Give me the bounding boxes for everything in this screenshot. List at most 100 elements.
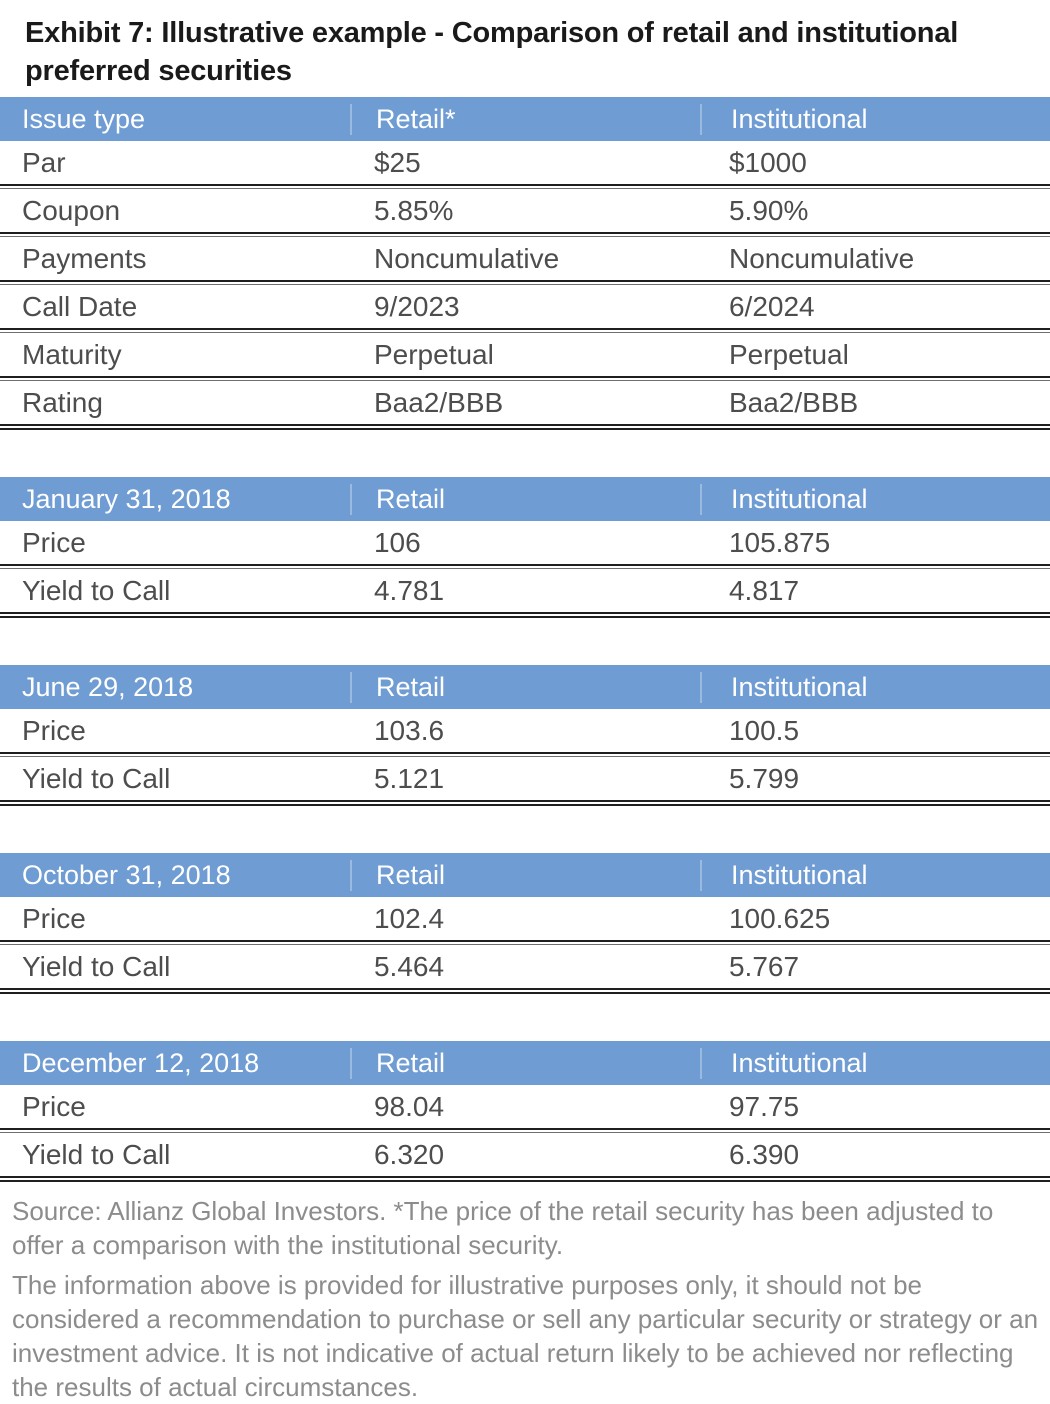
row-label: Rating [22, 386, 103, 418]
row-label: Yield to Call [22, 950, 171, 982]
december-table-header: December 12, 2018 Retail Institutional [0, 1041, 1050, 1085]
table-row-price: Price 98.04 97.75 [0, 1085, 1050, 1128]
row-divider [0, 232, 1050, 237]
institutional-value: 6/2024 [728, 290, 815, 322]
row-label: Yield to Call [22, 762, 171, 794]
institutional-value: Noncumulative [728, 242, 915, 274]
table-row-yield-to-call: Yield to Call 5.464 5.767 [0, 945, 1050, 988]
june-table-header: June 29, 2018 Retail Institutional [0, 665, 1050, 709]
issue-type-table: Issue type Retail* Institutional Par $25… [0, 97, 1050, 430]
column-header-date: October 31, 2018 [22, 859, 231, 890]
retail-value: Perpetual [373, 338, 494, 370]
table-row-call-date: Call Date 9/2023 6/2024 [0, 285, 1050, 328]
footnotes: Source: Allianz Global Investors. *The p… [0, 1194, 1050, 1404]
row-label: Yield to Call [22, 1138, 171, 1170]
table-row-maturity: Maturity Perpetual Perpetual [0, 333, 1050, 376]
column-header-institutional: Institutional [699, 671, 1050, 703]
institutional-value: 5.90% [728, 194, 809, 226]
retail-value: 5.464 [373, 950, 445, 982]
column-header-date: January 31, 2018 [22, 483, 231, 514]
institutional-value: $1000 [728, 146, 807, 178]
institutional-value: 105.875 [728, 526, 831, 558]
row-divider [0, 752, 1050, 757]
column-header-issue-type: Issue type [22, 103, 146, 134]
institutional-value: 4.817 [728, 574, 800, 606]
row-divider [0, 280, 1050, 285]
row-divider [0, 940, 1050, 945]
table-row-coupon: Coupon 5.85% 5.90% [0, 189, 1050, 232]
row-divider [0, 564, 1050, 569]
december-12-2018-table: December 12, 2018 Retail Institutional P… [0, 1041, 1050, 1182]
retail-value: 6.320 [373, 1138, 445, 1170]
row-label: Yield to Call [22, 574, 171, 606]
row-divider [0, 1128, 1050, 1133]
table-bottom-border [0, 424, 1050, 430]
row-divider [0, 184, 1050, 189]
table-bottom-border [0, 800, 1050, 806]
january-table-header: January 31, 2018 Retail Institutional [0, 477, 1050, 521]
row-label: Payments [22, 242, 147, 274]
column-header-retail: Retail [349, 671, 700, 703]
row-label: Price [22, 526, 86, 558]
table-row-yield-to-call: Yield to Call 4.781 4.817 [0, 569, 1050, 612]
retail-value: Noncumulative [373, 242, 560, 274]
retail-value: 4.781 [373, 574, 445, 606]
institutional-value: Baa2/BBB [728, 386, 859, 418]
table-row-price: Price 102.4 100.625 [0, 897, 1050, 940]
column-header-retail: Retail [349, 483, 700, 515]
column-header-date: December 12, 2018 [22, 1047, 260, 1078]
source-note: Source: Allianz Global Investors. *The p… [12, 1196, 994, 1260]
table-row-price: Price 106 105.875 [0, 521, 1050, 564]
retail-value: 102.4 [373, 902, 445, 934]
retail-value: 106 [373, 526, 421, 558]
column-header-retail: Retail [349, 859, 700, 891]
row-label: Call Date [22, 290, 138, 322]
table-bottom-border [0, 612, 1050, 618]
row-label: Maturity [22, 338, 122, 370]
row-label: Price [22, 1090, 86, 1122]
row-divider [0, 328, 1050, 333]
column-header-institutional: Institutional [699, 483, 1050, 515]
june-29-2018-table: June 29, 2018 Retail Institutional Price… [0, 665, 1050, 806]
retail-value: $25 [373, 146, 421, 178]
table-row-rating: Rating Baa2/BBB Baa2/BBB [0, 381, 1050, 424]
january-31-2018-table: January 31, 2018 Retail Institutional Pr… [0, 477, 1050, 618]
institutional-value: 5.767 [728, 950, 800, 982]
row-divider [0, 376, 1050, 381]
page-title: Exhibit 7: Illustrative example - Compar… [25, 17, 959, 87]
column-header-institutional: Institutional [699, 859, 1050, 891]
institutional-value: 97.75 [728, 1090, 800, 1122]
table-bottom-border [0, 1176, 1050, 1182]
column-header-institutional: Institutional [699, 1047, 1050, 1079]
disclaimer-note: The information above is provided for il… [12, 1270, 1039, 1402]
retail-value: 5.121 [373, 762, 445, 794]
row-label: Par [22, 146, 66, 178]
retail-value: Baa2/BBB [373, 386, 504, 418]
issue-type-table-header: Issue type Retail* Institutional [0, 97, 1050, 141]
table-row-yield-to-call: Yield to Call 6.320 6.390 [0, 1133, 1050, 1176]
retail-value: 98.04 [373, 1090, 445, 1122]
institutional-value: 6.390 [728, 1138, 800, 1170]
column-header-retail: Retail [349, 1047, 700, 1079]
institutional-value: 100.625 [728, 902, 831, 934]
october-table-header: October 31, 2018 Retail Institutional [0, 853, 1050, 897]
retail-value: 9/2023 [373, 290, 460, 322]
row-label: Price [22, 714, 86, 746]
table-row-par: Par $25 $1000 [0, 141, 1050, 184]
row-label: Coupon [22, 194, 121, 226]
retail-value: 103.6 [373, 714, 445, 746]
october-31-2018-table: October 31, 2018 Retail Institutional Pr… [0, 853, 1050, 994]
row-label: Price [22, 902, 86, 934]
table-row-payments: Payments Noncumulative Noncumulative [0, 237, 1050, 280]
institutional-value: 100.5 [728, 714, 800, 746]
table-bottom-border [0, 988, 1050, 994]
column-header-date: June 29, 2018 [22, 671, 194, 702]
institutional-value: Perpetual [728, 338, 849, 370]
table-row-yield-to-call: Yield to Call 5.121 5.799 [0, 757, 1050, 800]
column-header-institutional: Institutional [699, 103, 1050, 135]
retail-value: 5.85% [373, 194, 454, 226]
institutional-value: 5.799 [728, 762, 800, 794]
column-header-retail: Retail* [349, 103, 700, 135]
table-row-price: Price 103.6 100.5 [0, 709, 1050, 752]
